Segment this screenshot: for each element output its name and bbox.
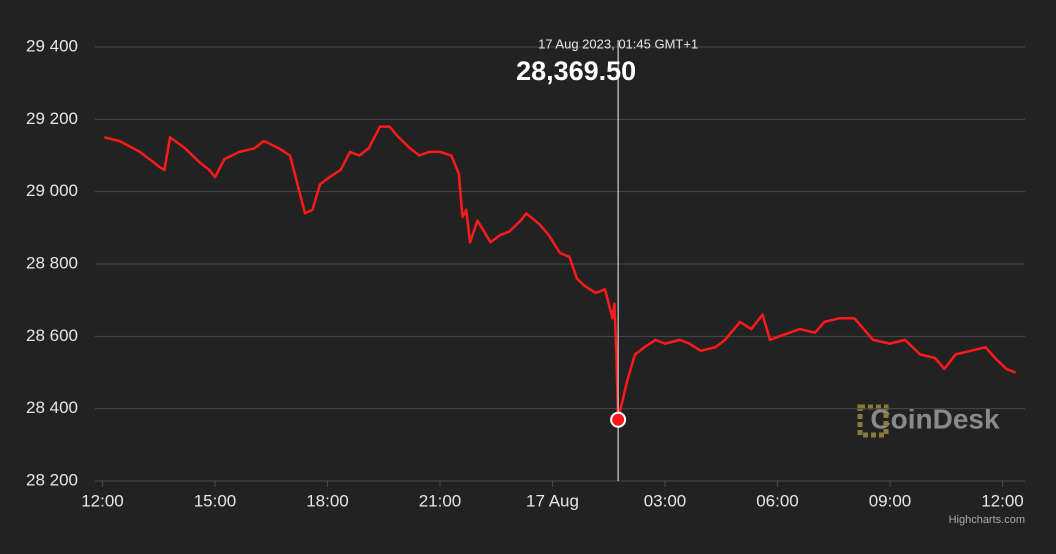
y-tick-label: 29 400 (26, 36, 78, 55)
x-tick-label: 21:00 (419, 491, 462, 510)
y-tick-label: 28 600 (26, 326, 78, 345)
x-tick-label: 15:00 (194, 491, 237, 510)
hover-marker (610, 411, 627, 428)
tooltip-date: 17 Aug 2023, 01:45 GMT+1 (538, 36, 698, 51)
x-tick-label: 12:00 (81, 491, 124, 510)
watermark-icon (857, 404, 889, 438)
y-tick-label: 28 800 (26, 253, 78, 272)
y-tick-label: 29 200 (26, 109, 78, 128)
y-tick-label: 28 400 (26, 398, 78, 417)
tooltip-value: 28,369.50 (516, 56, 636, 86)
credits: Highcharts.com (949, 514, 1025, 526)
price-line (104, 125, 1017, 421)
x-tick-label: 17 Aug (526, 491, 579, 510)
y-tick-label: 28 200 (26, 470, 78, 489)
x-tick-label: 09:00 (869, 491, 912, 510)
x-tick-label: 06:00 (756, 491, 799, 510)
x-tick-label: 12:00 (981, 491, 1024, 510)
x-tick-label: 18:00 (306, 491, 349, 510)
x-tick-label: 03:00 (644, 491, 687, 510)
watermark: CoinDesk (870, 403, 1000, 434)
y-tick-label: 29 000 (26, 181, 78, 200)
